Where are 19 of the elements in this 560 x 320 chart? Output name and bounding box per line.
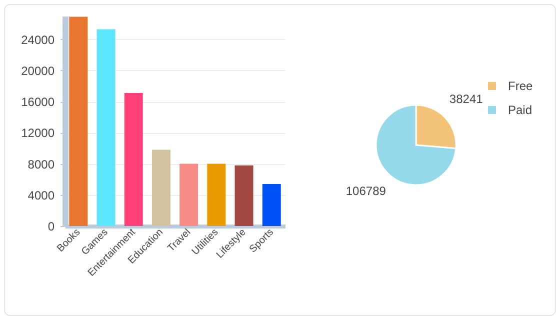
bar <box>180 164 198 226</box>
data-label: 106789 <box>346 184 386 198</box>
bar <box>234 165 254 226</box>
y-tick-label: 24000 <box>21 32 55 47</box>
y-tick-label: 0 <box>48 220 55 234</box>
bar <box>152 150 170 226</box>
bar <box>207 164 226 226</box>
y-tick-label: 16000 <box>21 95 55 110</box>
data-label: 38241 <box>449 92 484 106</box>
y-tick-label: 8000 <box>28 157 55 172</box>
bar <box>262 184 281 226</box>
legend-label: Free <box>508 79 533 93</box>
y-tick-label: 4000 <box>28 188 55 202</box>
bar <box>96 29 116 226</box>
pie-slice <box>375 104 457 186</box>
legend-label: Paid <box>508 103 532 117</box>
bar <box>124 93 143 226</box>
y-tick-label: 12000 <box>21 126 55 140</box>
y-tick-label: 20000 <box>21 64 55 78</box>
